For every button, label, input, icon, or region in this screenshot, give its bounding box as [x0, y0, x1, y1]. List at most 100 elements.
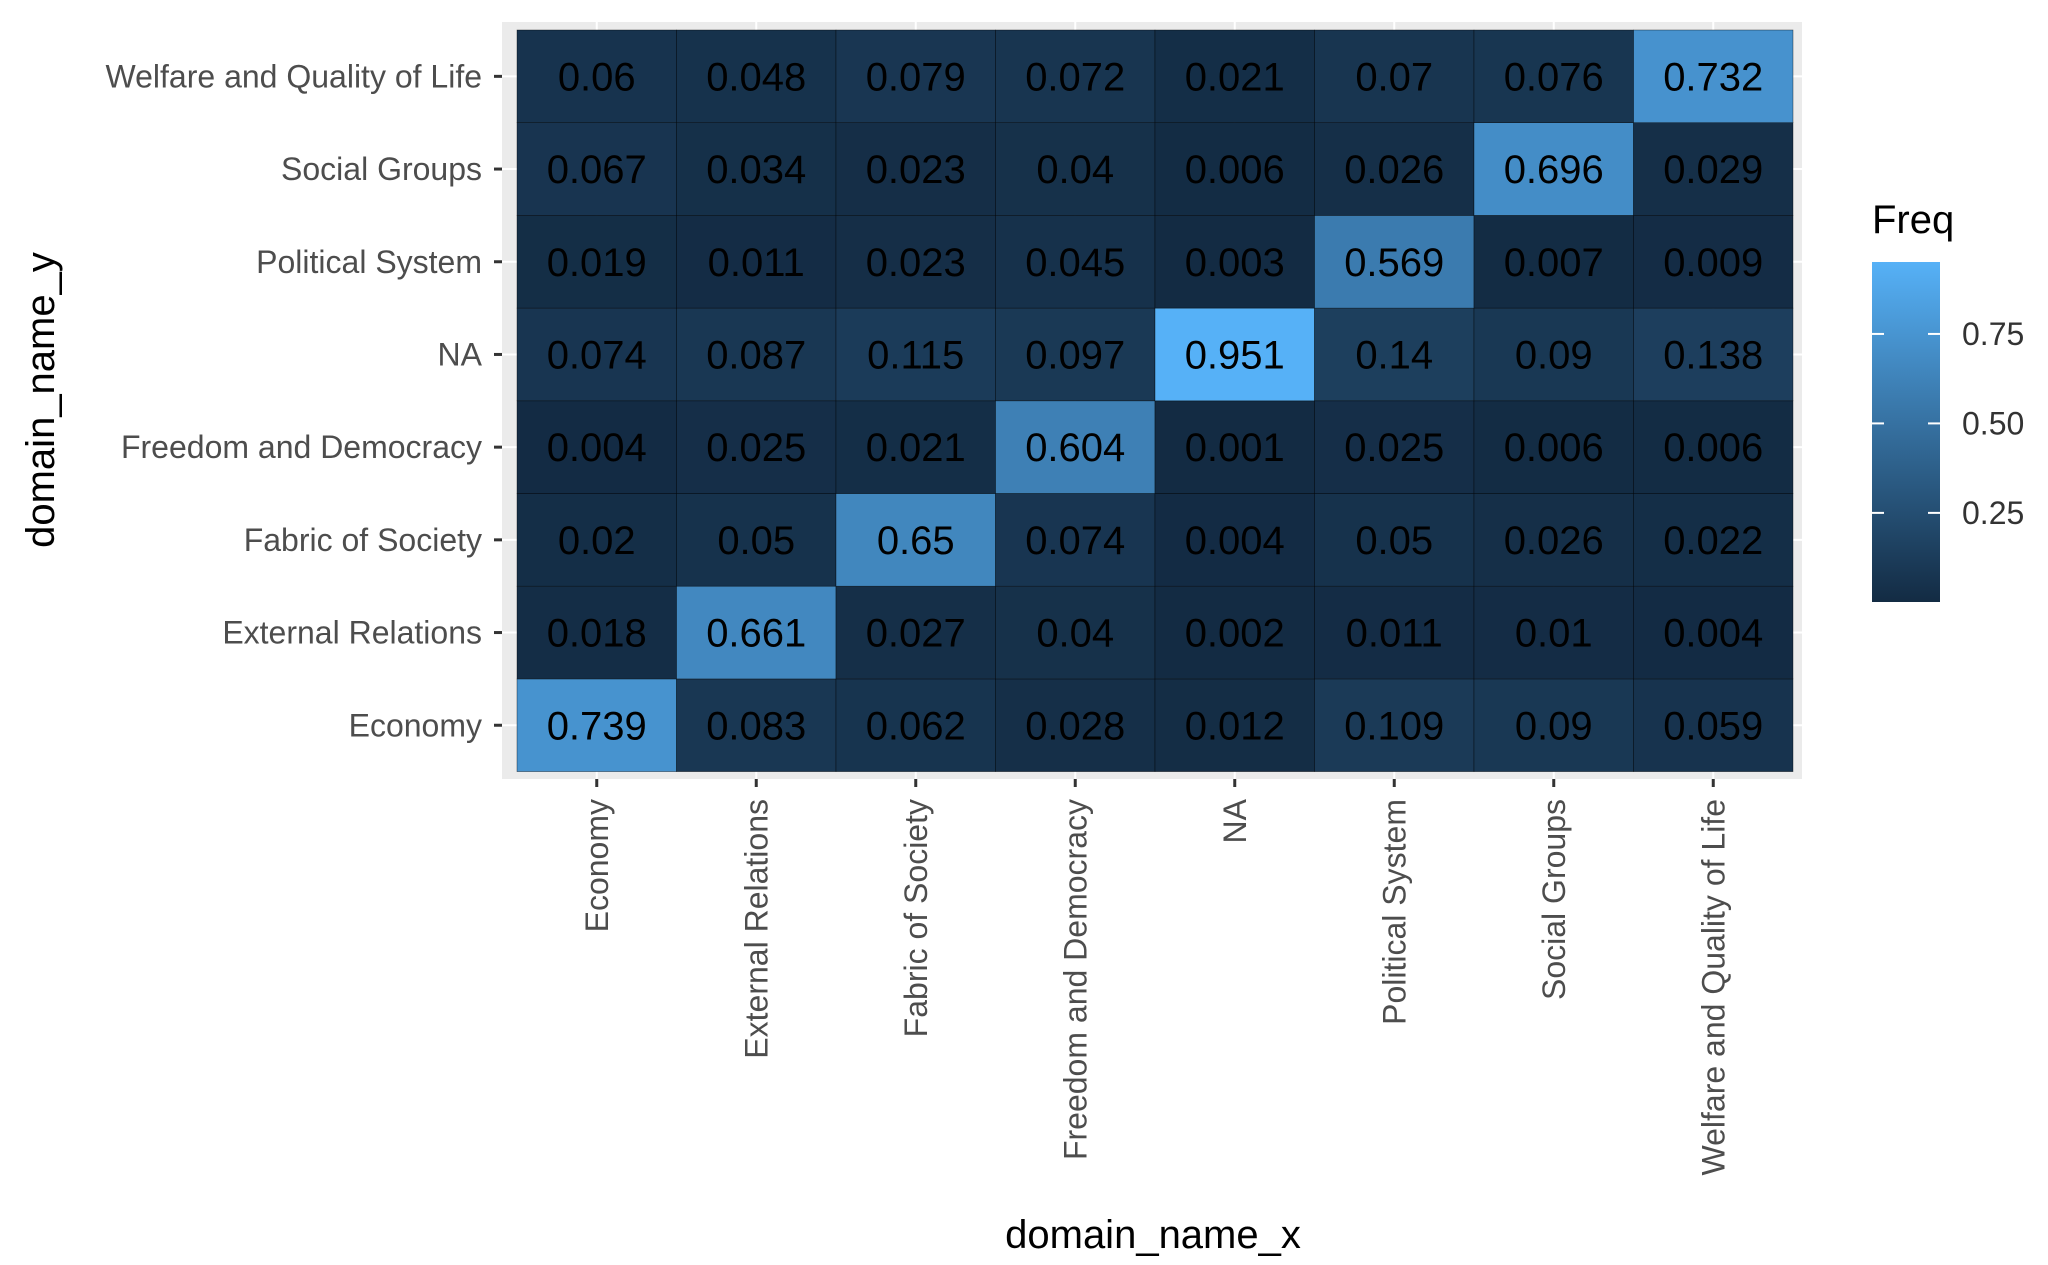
heatmap-cell: [1473, 493, 1634, 587]
cell-value-label: 0.029: [1663, 148, 1763, 192]
heatmap-cell: [995, 493, 1156, 587]
legend-title: Freq: [1872, 198, 1954, 242]
cell-value-label: 0.007: [1504, 241, 1604, 285]
heatmap-cell: [1154, 307, 1315, 402]
heatmap-cell: [995, 400, 1156, 494]
cell-value-label: 0.04: [1036, 612, 1114, 656]
cell-value-label: 0.062: [866, 704, 966, 748]
cell-value-label: 0.04: [1036, 148, 1114, 192]
x-tick-label: Freedom and Democracy: [1057, 799, 1093, 1160]
heatmap-cell: [1473, 215, 1634, 309]
heatmap-cell: [1314, 215, 1475, 309]
x-axis-title: domain_name_x: [1005, 1213, 1301, 1257]
cell-value-label: 0.009: [1663, 241, 1763, 285]
cell-value-label: 0.004: [1663, 612, 1763, 656]
cell-value-label: 0.004: [1185, 519, 1285, 563]
cell-value-label: 0.027: [866, 612, 966, 656]
heatmap-cell: [1154, 29, 1315, 123]
cell-value-label: 0.048: [706, 55, 806, 99]
heatmap-cell: [835, 307, 996, 402]
cell-value-label: 0.001: [1185, 426, 1285, 470]
cell-value-label: 0.023: [866, 148, 966, 192]
x-tick-label: NA: [1217, 798, 1253, 843]
x-tick-label: Social Groups: [1536, 799, 1572, 1000]
y-tick-label: NA: [438, 336, 483, 372]
x-tick-label: External Relations: [738, 799, 774, 1059]
cell-value-label: 0.074: [1025, 519, 1125, 563]
heatmap-cell: [1473, 678, 1634, 772]
cell-value-label: 0.696: [1504, 148, 1604, 192]
cell-value-label: 0.006: [1504, 426, 1604, 470]
heatmap-cell: [676, 29, 837, 123]
cell-value-label: 0.661: [706, 612, 806, 656]
heatmap-cell: [835, 122, 996, 216]
heatmap-cell: [1314, 29, 1475, 123]
heatmap-cell: [1314, 307, 1475, 402]
cell-value-label: 0.012: [1185, 704, 1285, 748]
heatmap-cell: [676, 400, 837, 494]
cell-value-label: 0.045: [1025, 241, 1125, 285]
heatmap-cell: [676, 215, 837, 309]
heatmap-cell: [1314, 493, 1475, 587]
cell-value-label: 0.09: [1515, 333, 1593, 377]
color-legend: Freq 0.25 0.50 0.75: [1872, 198, 2024, 602]
cell-value-label: 0.006: [1185, 148, 1285, 192]
cell-value-label: 0.138: [1663, 333, 1763, 377]
heatmap-cell: [1154, 400, 1315, 494]
y-tick-label: Fabric of Society: [244, 522, 482, 558]
cell-labels: 0.739 0.083 0.062 0.028 0.012 0.109 0.09 0.059 0…: [547, 55, 1764, 748]
cell-value-label: 0.05: [717, 519, 795, 563]
heatmap-cell: [1473, 122, 1634, 216]
legend-tick-label: 0.25: [1962, 495, 2024, 531]
cell-value-label: 0.01: [1515, 612, 1593, 656]
y-tick-label: Economy: [349, 707, 482, 743]
heatmap-cell: [995, 29, 1156, 123]
cell-value-label: 0.025: [1344, 426, 1444, 470]
y-axis-title: domain_name_y: [19, 252, 63, 548]
heatmap-cell: [516, 400, 677, 494]
heatmap-cell: [995, 307, 1156, 402]
cell-value-label: 0.003: [1185, 241, 1285, 285]
cell-value-label: 0.109: [1344, 704, 1444, 748]
heatmap-cell: [995, 678, 1156, 772]
x-tick-label: Economy: [579, 799, 615, 932]
heatmap-cell: [995, 122, 1156, 216]
heatmap-cell: [516, 493, 677, 587]
heatmap-cell: [835, 678, 996, 772]
cell-value-label: 0.028: [1025, 704, 1125, 748]
cell-value-label: 0.079: [866, 55, 966, 99]
cell-value-label: 0.951: [1185, 333, 1285, 377]
cell-value-label: 0.09: [1515, 704, 1593, 748]
cell-value-label: 0.023: [866, 241, 966, 285]
heatmap-cell: [835, 400, 996, 494]
cell-value-label: 0.02: [558, 519, 636, 563]
cell-value-label: 0.025: [706, 426, 806, 470]
heatmap-cell: [1633, 215, 1794, 309]
heatmap-cell: [1633, 585, 1794, 680]
heatmap-cell: [516, 29, 677, 123]
heatmap-cell: [1314, 585, 1475, 680]
y-tick-label: External Relations: [222, 615, 482, 651]
legend-colorbar: [1872, 262, 1940, 602]
heatmap-cell: [995, 215, 1156, 309]
cell-value-label: 0.14: [1355, 333, 1433, 377]
y-tick-label: Political System: [256, 244, 482, 280]
cell-value-label: 0.087: [706, 333, 806, 377]
cell-value-label: 0.026: [1504, 519, 1604, 563]
cell-value-label: 0.05: [1355, 519, 1433, 563]
cell-value-label: 0.072: [1025, 55, 1125, 99]
x-axis: Economy External Relations Fabric of Socie…: [579, 779, 1731, 1176]
legend-tick-label: 0.75: [1962, 316, 2024, 352]
cell-value-label: 0.022: [1663, 519, 1763, 563]
cell-value-label: 0.739: [547, 704, 647, 748]
heatmap-cell: [676, 493, 837, 587]
heatmap-cell: [516, 122, 677, 216]
cell-value-label: 0.034: [706, 148, 806, 192]
legend-tick-label: 0.50: [1962, 405, 2024, 441]
heatmap-cell: [1473, 29, 1634, 123]
heatmap-cell: [676, 307, 837, 402]
heatmap-cell: [1633, 307, 1794, 402]
cell-value-label: 0.604: [1025, 426, 1125, 470]
cell-value-label: 0.65: [877, 519, 955, 563]
